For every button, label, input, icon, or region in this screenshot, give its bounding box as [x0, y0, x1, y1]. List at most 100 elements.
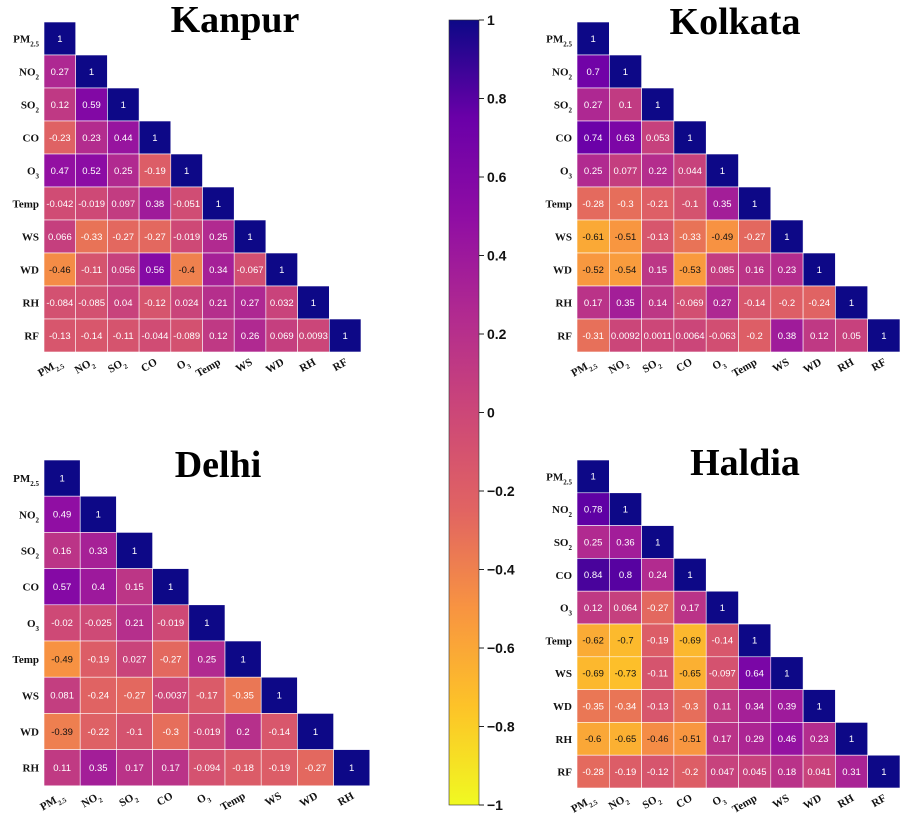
heatmap-cell	[576, 590, 610, 625]
heatmap-cell	[79, 532, 117, 569]
heatmap-cell	[770, 754, 804, 789]
cell-value: -0.21	[647, 199, 669, 210]
cell-value: 1	[247, 232, 252, 243]
cell-value: -0.51	[679, 734, 701, 745]
cell-value: -0.13	[647, 701, 669, 712]
row-label: SO2	[21, 546, 40, 561]
heatmap-cell	[75, 54, 108, 89]
cell-value: 1	[279, 265, 284, 276]
cell-value: -0.025	[85, 618, 112, 629]
heatmap-cell	[576, 186, 610, 221]
cell-value: 0.0011	[644, 331, 672, 342]
cell-value: 1	[720, 603, 725, 614]
cell-value: 0.38	[778, 331, 797, 342]
heatmap-cell	[43, 459, 81, 497]
heatmap-cell	[43, 120, 77, 155]
heatmap-cell	[705, 318, 739, 353]
heatmap-cell	[43, 749, 81, 787]
column-label: Temp	[219, 790, 248, 814]
colorbar-tick-label: 0.4	[487, 248, 507, 264]
cell-value: -0.61	[582, 232, 604, 243]
row-label: WS	[22, 690, 39, 702]
row-label: NO2	[19, 509, 40, 524]
column-label: CO	[674, 792, 695, 811]
heatmap-cell	[705, 590, 739, 625]
cell-value: 0.52	[82, 166, 101, 177]
cell-value: -0.35	[232, 691, 254, 702]
heatmap-cell	[576, 689, 610, 723]
cell-value: -0.27	[160, 654, 182, 665]
colorbar-tick-label: −0.6	[487, 640, 515, 656]
cell-value: 0.11	[713, 701, 731, 712]
cell-value: -0.19	[87, 654, 109, 665]
heatmap-cell	[328, 318, 362, 353]
heatmap-cell	[608, 252, 642, 287]
heatmap-panel-kolkata: Kolkata 1 PM2.5 0.7 1 NO2 0.27 0.1 1 SO2 0.74 0.63 0…	[546, 1, 901, 380]
cell-value: 0.17	[681, 603, 700, 614]
cell-value: 1	[655, 537, 660, 548]
cell-value: 1	[849, 298, 854, 309]
colorbar: 1 0.8 0.6 0.4 0.2 0 −0.2 −0.4 −0.6 −0.8 −1	[448, 12, 515, 813]
row-label: SO2	[21, 100, 40, 115]
heatmap-cell	[608, 87, 642, 122]
heatmap-cell	[152, 604, 190, 642]
heatmap-cell	[867, 754, 901, 789]
cell-value: -0.53	[679, 265, 701, 276]
cell-value: -0.62	[582, 636, 604, 647]
row-label: RH	[23, 298, 40, 310]
row-label: O3	[27, 618, 40, 633]
column-label: WD	[298, 790, 320, 810]
heatmap-cell	[170, 318, 203, 353]
cell-value: 0.27	[584, 100, 603, 111]
heatmap-cell	[641, 656, 675, 690]
column-label: CO	[155, 790, 176, 809]
cell-value: 0.78	[584, 505, 603, 516]
cell-value: 1	[720, 166, 725, 177]
cell-value: 1	[752, 636, 757, 647]
colorbar-tick-label: −0.4	[487, 562, 515, 578]
cell-value: 1	[591, 34, 596, 45]
cell-value: 1	[655, 100, 660, 111]
cell-value: -0.4	[178, 265, 194, 276]
heatmap-cell	[705, 219, 739, 254]
heatmap-cell	[802, 252, 836, 287]
cell-value: -0.12	[144, 298, 166, 309]
heatmap-cell	[170, 153, 203, 188]
cell-value: -0.33	[679, 232, 701, 243]
heatmap-cell	[770, 219, 804, 254]
cell-value: 0.1	[619, 100, 632, 111]
cell-value: -0.019	[193, 727, 220, 738]
column-label: CO	[139, 356, 160, 375]
colorbar-gradient	[448, 19, 480, 806]
cell-value: 0.22	[649, 166, 668, 177]
heatmap-cell	[608, 153, 642, 188]
cell-value: 1	[343, 331, 348, 342]
cell-value: 0.44	[114, 133, 133, 144]
column-label: SO2	[640, 792, 664, 814]
cell-value: -0.19	[268, 763, 290, 774]
heatmap-cell	[705, 153, 739, 188]
cell-value: 0.34	[209, 265, 228, 276]
row-label: RH	[556, 734, 573, 746]
column-label: O3	[175, 356, 193, 375]
heatmap-cell	[641, 722, 675, 756]
heatmap-cell	[224, 676, 262, 714]
cell-value: -0.14	[268, 727, 290, 738]
heatmap-cell	[152, 749, 190, 787]
cell-value: -0.019	[173, 232, 200, 243]
heatmap-cell	[116, 749, 153, 787]
heatmap-cell	[233, 318, 267, 353]
heatmap-cell	[608, 525, 642, 559]
heatmap-cell	[79, 495, 117, 533]
heatmap-cell	[202, 318, 235, 353]
cell-value: 1	[57, 34, 62, 45]
colorbar-tick-label: 0.2	[487, 326, 507, 342]
cell-value: -0.23	[49, 133, 71, 144]
cell-value: 1	[881, 767, 886, 778]
cell-value: 0.032	[270, 298, 294, 309]
row-label: WD	[553, 701, 572, 713]
heatmap-cell	[138, 252, 172, 287]
heatmap-cell	[738, 722, 772, 756]
heatmap-cell	[188, 713, 226, 750]
row-label: PM2.5	[546, 471, 572, 486]
